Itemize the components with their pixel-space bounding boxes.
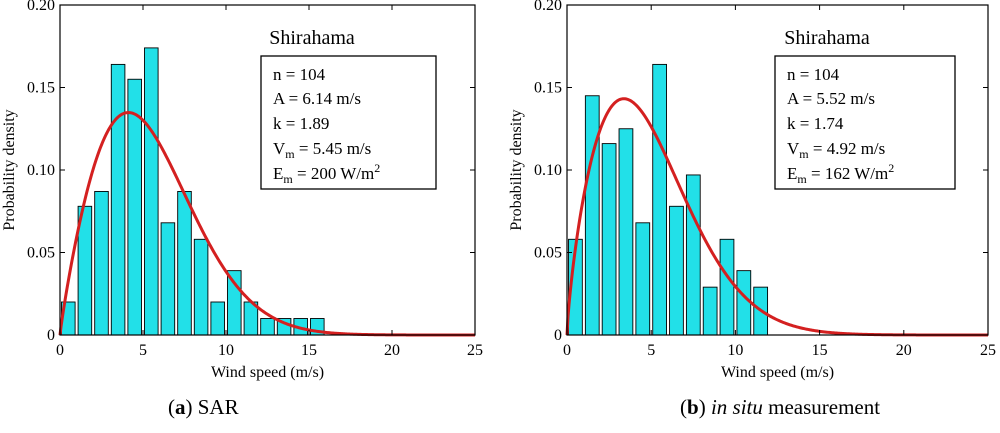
chart-1-stat-vm: Vm = 4.92 m/s (787, 139, 885, 161)
chart-1-stat-em-sup: 2 (888, 161, 894, 175)
chart-1-bar-7 (685, 174, 701, 336)
chart-panel-a: 0 5 10 15 20 25 0 0.05 0.10 0.15 0.20 Wind speed (m… (1, 0, 483, 381)
chart-0-stat-a: A = 6.14 m/s (273, 89, 361, 108)
chart-0-bar-9 (210, 301, 225, 336)
caption-a-letter: a (175, 395, 186, 419)
chart-1-ytick-label-2: 0.10 (534, 162, 562, 179)
chart-0-stat-vm-sym: V (273, 139, 286, 158)
chart-1-title: Shirahama (784, 27, 870, 49)
chart-0-stat-em-sup: 2 (374, 161, 380, 175)
chart-0-stats-box (260, 55, 437, 190)
chart-0-xlabel: Wind speed (m/s) (211, 364, 324, 381)
chart-1-bar-4 (635, 222, 651, 336)
chart-1-ytick-label-0: 0 (554, 327, 562, 344)
chart-0-stat-em-sub: m (283, 172, 293, 186)
chart-0-ytick-label-4: 0.20 (27, 0, 55, 14)
chart-1-bar-1 (584, 95, 600, 336)
chart-0-stat-em: Em = 200 W/m2 (273, 161, 380, 186)
caption-b-text: measurement (762, 395, 881, 419)
chart-1-xtick-label-3: 15 (812, 342, 828, 359)
chart-panel-b: 0 5 10 15 20 25 0 0.05 0.10 0.15 0.20 Wind speed (m… (505, 0, 1000, 433)
chart-0-bar-2 (94, 190, 109, 336)
chart-0-xtick-label-3: 15 (301, 342, 317, 359)
chart-1-xtick-label-1: 5 (647, 342, 655, 359)
caption-b-italic: in situ (710, 395, 763, 419)
chart-0-ytick-label-3: 0.15 (27, 80, 55, 97)
chart-1-xtick-label-2: 10 (727, 342, 743, 359)
chart-1-stat-a: A = 5.52 m/s (787, 89, 875, 108)
chart-0-stat-em-val: = 200 W/m (293, 164, 375, 183)
chart-1-stat-em-sub: m (797, 172, 807, 186)
chart-1-bar-9 (719, 238, 735, 336)
chart-0-stat-k: k = 1.89 (273, 114, 329, 133)
chart-1-stat-em: Em = 162 W/m2 (787, 161, 894, 186)
chart-0-stat-n: n = 104 (273, 65, 326, 84)
chart-1-ytick-label-1: 0.05 (534, 245, 562, 262)
chart-1-stat-k: k = 1.74 (787, 114, 844, 133)
chart-svg-b: 0 5 10 15 20 25 0 0.05 0.10 0.15 0.20 Wind speed (m… (508, 0, 996, 381)
chart-0-ytick-label-1: 0.05 (27, 245, 55, 262)
chart-0-xtick-label-1: 5 (139, 342, 147, 359)
chart-0-ytick-label-0: 0 (47, 327, 55, 344)
caption-a: (a) SAR (168, 395, 239, 419)
chart-1-bar-10 (736, 270, 752, 336)
chart-1-xtick-label-5: 25 (980, 342, 996, 359)
chart-0-bar-12 (260, 318, 275, 336)
chart-0-bar-6 (160, 222, 176, 336)
chart-1-xtick-label-0: 0 (563, 342, 571, 359)
chart-1-stats-box (774, 55, 956, 190)
caption-b: (b) in situ measurement (680, 395, 881, 419)
chart-0-stat-vm-sub: m (285, 147, 295, 161)
chart-1-ytick-label-4: 0.20 (534, 0, 562, 14)
chart-0-bar-7 (177, 190, 192, 336)
chart-0-ylabel: Probability density (1, 109, 18, 230)
chart-0-xtick-label-4: 20 (384, 342, 400, 359)
chart-svg-a: 0 5 10 15 20 25 0 0.05 0.10 0.15 0.20 Wind speed (m… (1, 0, 483, 381)
chart-1-bar-5 (652, 63, 667, 336)
chart-0-xtick-label-2: 10 (218, 342, 234, 359)
chart-0-ytick-label-2: 0.10 (27, 162, 55, 179)
chart-0-stat-vm-val: = 5.45 m/s (295, 139, 372, 158)
chart-1-xtick-label-4: 20 (896, 342, 912, 359)
chart-1-stat-vm-val: = 4.92 m/s (809, 139, 886, 158)
chart-1-stat-em-sym: E (787, 164, 797, 183)
chart-1-bar-6 (669, 205, 684, 336)
chart-0-stat-vm: Vm = 5.45 m/s (273, 139, 371, 161)
chart-1-bar-8 (702, 286, 718, 336)
chart-1-ylabel: Probability density (508, 109, 525, 230)
chart-0-xtick-label-5: 25 (467, 342, 483, 359)
chart-0-xtick-label-0: 0 (56, 342, 64, 359)
caption-b-letter: b (687, 395, 699, 419)
chart-0-stat-em-sym: E (273, 164, 283, 183)
chart-1-bar-2 (601, 143, 617, 336)
chart-0-title: Shirahama (269, 27, 355, 49)
chart-1-xlabel: Wind speed (m/s) (721, 364, 834, 381)
chart-1-stat-n: n = 104 (787, 65, 840, 84)
chart-0-bar-3 (110, 63, 126, 336)
chart-1-ytick-label-3: 0.15 (534, 80, 562, 97)
caption-a-text: SAR (192, 395, 239, 419)
chart-0-bar-5 (144, 47, 159, 336)
chart-1-stat-vm-sub: m (799, 147, 809, 161)
chart-1-stat-vm-sym: V (787, 139, 800, 158)
chart-1-bar-3 (618, 128, 634, 336)
chart-0-bar-8 (193, 238, 209, 336)
chart-1-stat-em-val: = 162 W/m (807, 164, 889, 183)
chart-0-bar-10 (227, 270, 242, 336)
